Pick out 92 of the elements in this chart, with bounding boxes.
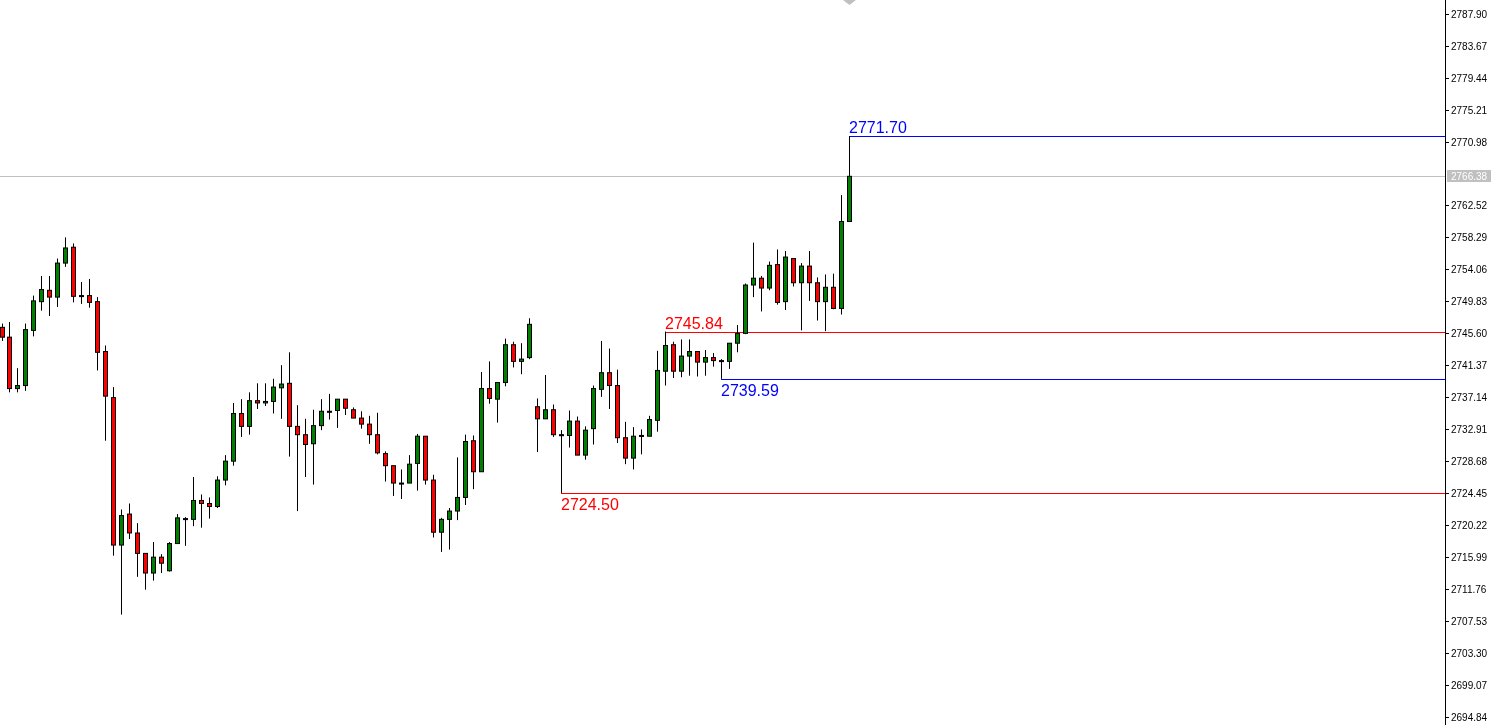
y-tick-label: 2703.30 xyxy=(1451,648,1488,659)
y-tick-label: 2728.68 xyxy=(1451,456,1488,467)
candlestick xyxy=(303,418,308,478)
candlestick xyxy=(199,493,204,529)
candlestick xyxy=(191,476,196,527)
candlestick xyxy=(623,421,628,465)
candlestick xyxy=(391,465,396,497)
candlestick xyxy=(263,382,268,407)
candlestick xyxy=(695,351,700,377)
candlestick xyxy=(407,454,412,484)
y-tick-label: 2762.52 xyxy=(1451,200,1488,211)
y-tick-label: 2699.07 xyxy=(1451,680,1488,691)
y-tick-label: 2745.60 xyxy=(1451,328,1488,339)
candlestick xyxy=(607,348,612,410)
y-tick-label: 2694.84 xyxy=(1451,712,1488,723)
candlestick xyxy=(647,415,652,437)
candlestick xyxy=(679,338,684,378)
y-tick-label: 2737.14 xyxy=(1451,392,1488,403)
candlestick xyxy=(15,367,20,393)
candlestick xyxy=(519,342,524,375)
candlestick xyxy=(487,360,492,405)
candlestick xyxy=(239,398,244,438)
candlestick xyxy=(127,502,132,540)
candlestick xyxy=(599,340,604,398)
candlestick xyxy=(295,404,300,512)
candlestick xyxy=(455,456,460,521)
ref-line-label: 2724.50 xyxy=(561,495,619,513)
candlestick xyxy=(759,275,764,312)
candlestick xyxy=(831,273,836,310)
candlestick xyxy=(447,507,452,551)
candlestick xyxy=(719,358,724,380)
ref-line-label: 2771.70 xyxy=(849,118,907,136)
candlestick xyxy=(703,349,708,377)
y-tick-label: 2741.37 xyxy=(1451,360,1488,371)
candlestick xyxy=(559,429,564,494)
y-tick-label: 2783.67 xyxy=(1451,41,1488,52)
candlestick xyxy=(207,496,212,520)
candlestick xyxy=(223,454,228,486)
candlestick xyxy=(375,412,380,455)
y-tick-label: 2749.83 xyxy=(1451,296,1488,307)
y-tick-label: 2715.99 xyxy=(1451,552,1488,563)
candlestick xyxy=(159,553,164,574)
candlestick xyxy=(279,364,284,420)
candlestick xyxy=(383,450,388,483)
ref-line-label: 2739.59 xyxy=(721,381,779,399)
y-tick-label: 2754.06 xyxy=(1451,264,1488,275)
candlestick xyxy=(511,341,516,368)
y-tick-label: 2787.90 xyxy=(1451,9,1488,20)
candlestick xyxy=(751,242,756,298)
y-tick-label: 2724.45 xyxy=(1451,488,1488,499)
candlestick xyxy=(823,273,828,332)
candlestick xyxy=(335,398,340,429)
candlestick xyxy=(399,468,404,500)
candlestick xyxy=(439,517,444,553)
candlestick xyxy=(151,541,156,582)
candlestick xyxy=(47,275,52,317)
candlestick xyxy=(767,261,772,291)
y-tick-label: 2732.91 xyxy=(1451,424,1488,435)
y-tick-label: 2770.98 xyxy=(1451,137,1488,148)
y-tick-label: 2711.76 xyxy=(1451,584,1487,595)
candlestick xyxy=(39,275,44,312)
candlestick xyxy=(63,236,68,268)
candlestick xyxy=(543,374,548,420)
candlestick xyxy=(271,378,276,415)
candlestick xyxy=(535,397,540,453)
candlestick xyxy=(135,522,140,578)
candlestick xyxy=(183,516,188,547)
candlestick xyxy=(143,552,148,591)
ref-line-label: 2766.38 xyxy=(1451,171,1488,182)
y-tick-label: 2779.44 xyxy=(1451,73,1488,84)
candlestick xyxy=(367,415,372,445)
y-tick-label: 2758.29 xyxy=(1451,232,1488,243)
candlestick xyxy=(319,398,324,431)
candlestick xyxy=(687,338,692,377)
candlestick xyxy=(567,410,572,449)
candlestick xyxy=(631,426,636,470)
y-tick-label: 2707.53 xyxy=(1451,616,1488,627)
candlestick xyxy=(79,281,84,305)
candlestick xyxy=(735,324,740,353)
candlestick xyxy=(495,382,500,424)
y-tick-label: 2720.22 xyxy=(1451,520,1488,531)
candlestick xyxy=(815,276,820,322)
candlestick xyxy=(727,342,732,370)
ref-line-label: 2745.84 xyxy=(665,314,723,332)
candlestick xyxy=(807,250,812,302)
candlestick xyxy=(87,278,92,309)
candlestick xyxy=(639,428,644,455)
y-tick-label: 2775.21 xyxy=(1451,105,1488,116)
candlestick xyxy=(255,382,260,410)
candlestick xyxy=(311,409,316,486)
candlestick xyxy=(327,393,332,421)
candlestick xyxy=(799,262,804,331)
